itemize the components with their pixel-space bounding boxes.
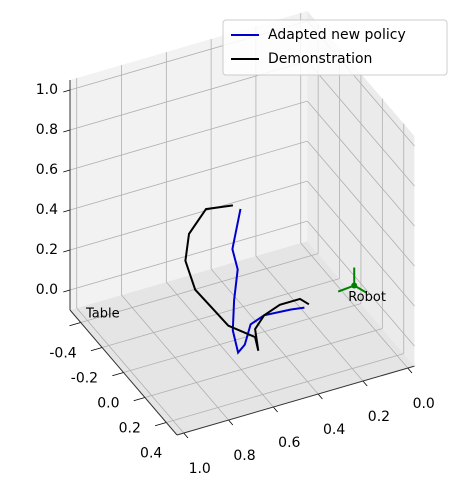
y-axis-line bbox=[69, 309, 178, 436]
x-tick-label: 0.2 bbox=[368, 409, 390, 425]
y-tick-label: 0.0 bbox=[97, 396, 119, 412]
legend-box bbox=[222, 19, 448, 76]
tick-mark bbox=[69, 322, 81, 327]
z-tick-label: 0.6 bbox=[36, 162, 58, 178]
grid-line bbox=[69, 100, 308, 171]
tick-mark bbox=[154, 422, 167, 427]
grid-line bbox=[69, 140, 308, 211]
y-tick-label: -0.4 bbox=[49, 346, 76, 362]
tick-mark bbox=[63, 169, 71, 173]
grid-line bbox=[307, 180, 415, 307]
legend-label: Demonstration bbox=[268, 51, 372, 67]
x-tick-label: 0.8 bbox=[233, 448, 255, 464]
tick-mark bbox=[63, 289, 71, 293]
grid-line bbox=[144, 328, 383, 398]
tick-mark bbox=[63, 89, 71, 93]
z-tick-label: 0.0 bbox=[36, 282, 58, 298]
y-tick-label: -0.2 bbox=[71, 371, 98, 387]
left-wall bbox=[70, 11, 308, 310]
tick-mark bbox=[183, 432, 189, 439]
grid-line bbox=[307, 220, 415, 347]
x-tick-label: 0.4 bbox=[323, 422, 345, 438]
x-axis-line bbox=[176, 365, 415, 436]
series-line bbox=[231, 208, 305, 355]
grid-line bbox=[166, 353, 404, 423]
tick-mark bbox=[63, 209, 71, 213]
y-tick-label: 0.4 bbox=[140, 446, 162, 462]
z-tick-label: 0.8 bbox=[36, 122, 58, 138]
tick-mark bbox=[63, 129, 71, 133]
grid-line bbox=[69, 180, 308, 251]
grid-line bbox=[69, 220, 308, 291]
x-tick-label: 0.0 bbox=[413, 396, 435, 412]
tick-mark bbox=[112, 372, 124, 377]
tick-mark bbox=[133, 397, 146, 402]
grid-line bbox=[80, 253, 319, 323]
series-line bbox=[184, 204, 310, 352]
tick-mark bbox=[273, 406, 278, 413]
tick-mark bbox=[228, 419, 234, 426]
annotation: Table bbox=[85, 307, 120, 322]
grid-line bbox=[307, 100, 415, 227]
y-tick-label: 0.2 bbox=[119, 421, 141, 437]
tick-mark bbox=[362, 380, 368, 387]
x-tick-label: 1.0 bbox=[189, 461, 211, 477]
x-tick-label: 0.6 bbox=[278, 435, 300, 451]
tick-mark bbox=[317, 393, 323, 400]
grid-line bbox=[307, 60, 415, 187]
annotation: Robot bbox=[348, 290, 386, 305]
tick-mark bbox=[63, 249, 71, 253]
grid-line bbox=[101, 278, 340, 348]
tick-mark bbox=[407, 367, 413, 374]
z-tick-label: 0.4 bbox=[36, 202, 58, 218]
grid-line bbox=[123, 303, 362, 373]
z-tick-label: 1.0 bbox=[36, 82, 58, 98]
z-tick-label: 0.2 bbox=[36, 242, 58, 258]
grid-line bbox=[307, 140, 415, 267]
legend-label: Adapted new policy bbox=[268, 27, 406, 43]
tick-mark bbox=[90, 347, 103, 352]
robot-marker bbox=[351, 282, 358, 289]
